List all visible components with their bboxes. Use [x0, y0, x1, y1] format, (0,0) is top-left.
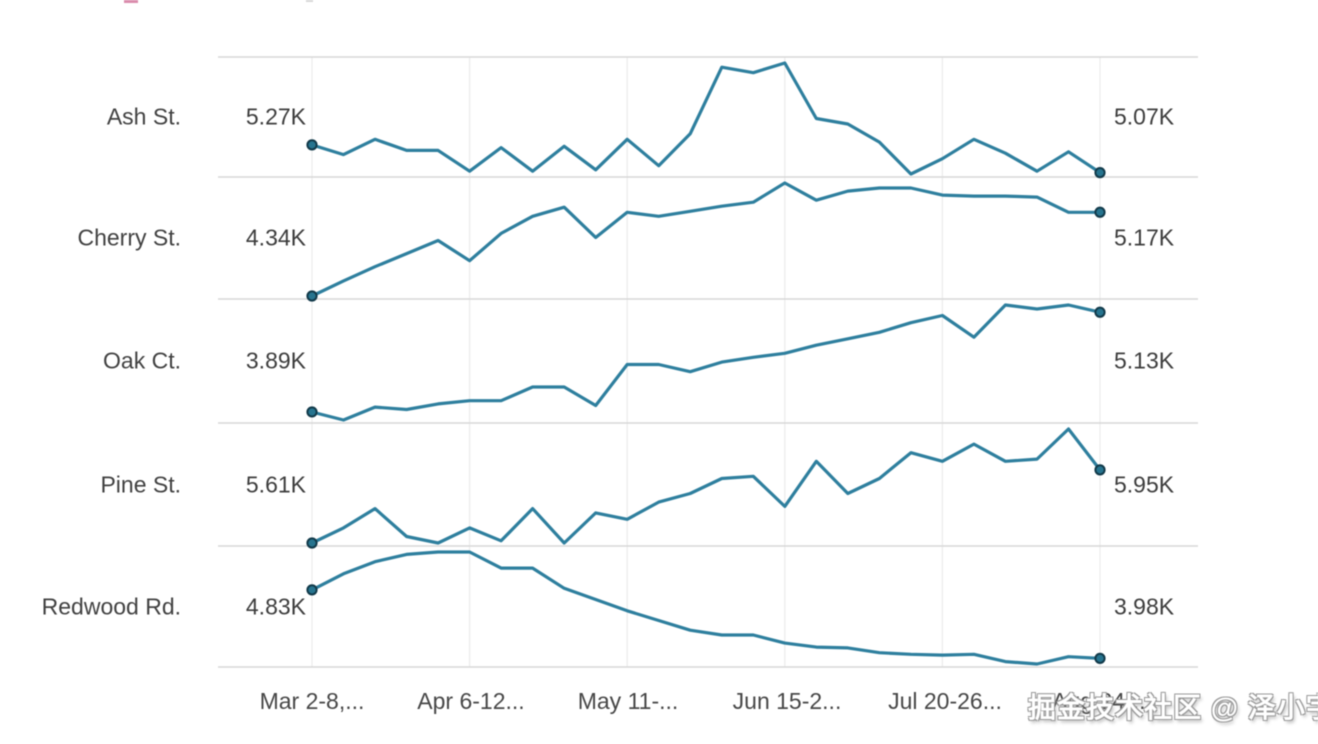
row-start-value-redwood-rd: 4.83K — [245, 593, 306, 620]
row-end-value-oak-ct: 5.13K — [1114, 347, 1175, 374]
x-axis-label-apr: Apr 6-12... — [417, 688, 525, 714]
sparkline-oak-ct — [310, 303, 1102, 422]
x-axis-label-may: May 11-... — [577, 688, 679, 714]
end-dot-pine-st — [1094, 464, 1106, 476]
end-dot-oak-ct — [1094, 306, 1106, 318]
sparkline-ash-st — [310, 61, 1102, 176]
row-label-ash-st: Ash St. — [106, 103, 181, 130]
x-axis-label-jun: Jun 15-2... — [732, 688, 842, 714]
row-label-cherry-st: Cherry St. — [77, 224, 181, 251]
watermark-text: 掘金技术社区 @ 泽小宇 — [1028, 692, 1318, 723]
x-axis-label-jul: Jul 20-26... — [888, 688, 1002, 714]
sparkline-pine-st — [310, 427, 1102, 545]
sparkline-redwood-rd — [310, 550, 1102, 666]
row-end-value-cherry-st: 5.17K — [1114, 224, 1175, 251]
row-start-value-pine-st: 5.61K — [245, 471, 306, 498]
start-dot-ash-st — [306, 139, 318, 151]
x-axis-label-mar: Mar 2-8,... — [259, 688, 365, 714]
start-dot-pine-st — [306, 537, 318, 549]
cropped-ui-artifact-gray — [306, 0, 313, 2]
row-label-pine-st: Pine St. — [100, 471, 181, 498]
start-dot-redwood-rd — [306, 584, 318, 596]
row-end-value-pine-st: 5.95K — [1114, 471, 1175, 498]
row-start-value-oak-ct: 3.89K — [245, 347, 306, 374]
start-dot-cherry-st — [306, 290, 318, 302]
row-start-value-cherry-st: 4.34K — [245, 224, 306, 251]
end-dot-ash-st — [1094, 167, 1106, 179]
row-label-oak-ct: Oak Ct. — [103, 347, 181, 374]
row-start-value-ash-st: 5.27K — [245, 103, 306, 130]
start-dot-oak-ct — [306, 406, 318, 418]
end-dot-redwood-rd — [1094, 652, 1106, 664]
row-end-value-ash-st: 5.07K — [1114, 103, 1175, 130]
row-end-value-redwood-rd: 3.98K — [1114, 593, 1175, 620]
end-dot-cherry-st — [1094, 206, 1106, 218]
cropped-ui-artifact-pink — [124, 0, 138, 3]
x-axis-label-aug: Aug 24-... — [1052, 688, 1152, 714]
sparkline-cherry-st — [310, 181, 1102, 298]
row-label-redwood-rd: Redwood Rd. — [41, 593, 181, 620]
